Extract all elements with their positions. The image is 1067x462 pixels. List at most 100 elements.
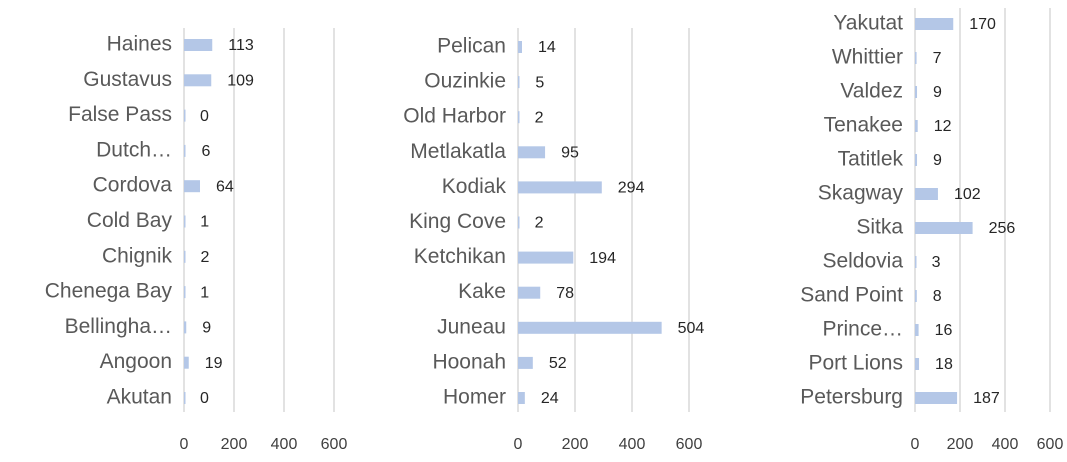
- value-label: 3: [932, 254, 941, 271]
- x-tick-label: 600: [321, 436, 348, 453]
- value-label: 1: [200, 284, 209, 301]
- value-label: 9: [202, 320, 211, 337]
- value-label: 0: [200, 390, 209, 407]
- value-label: 187: [973, 390, 1000, 407]
- bar: [915, 188, 938, 200]
- bar: [184, 74, 212, 87]
- category-label: Chignik: [102, 244, 173, 267]
- category-label: Chenega Bay: [45, 280, 173, 303]
- category-label: Skagway: [818, 182, 904, 205]
- category-label: Ouzinkie: [424, 70, 506, 93]
- value-label: 16: [935, 322, 953, 339]
- bar: [518, 181, 602, 194]
- x-tick-label: 600: [676, 436, 703, 453]
- value-label: 504: [678, 320, 705, 337]
- x-tick-label: 400: [992, 436, 1019, 453]
- value-label: 294: [618, 180, 645, 197]
- bar: [184, 392, 186, 404]
- value-label: 14: [538, 39, 556, 56]
- category-label: Bellingha…: [65, 315, 172, 338]
- x-tick-label: 0: [180, 436, 189, 453]
- bar: [915, 86, 918, 98]
- bar: [518, 321, 662, 334]
- bar: [915, 392, 958, 404]
- category-label: Tatitlek: [838, 148, 904, 171]
- value-label: 1: [200, 214, 209, 231]
- bar: [518, 251, 574, 264]
- value-label: 7: [933, 50, 942, 67]
- category-label: Gustavus: [83, 68, 172, 91]
- value-label: 194: [589, 250, 616, 267]
- bar: [184, 144, 186, 157]
- x-tick-label: 0: [514, 436, 523, 453]
- bar: [915, 52, 917, 64]
- bar: [915, 222, 973, 234]
- bar: [915, 324, 919, 336]
- bar: [915, 290, 917, 302]
- category-label: Whittier: [832, 46, 903, 69]
- category-label: Petersburg: [800, 386, 903, 409]
- x-tick-label: 200: [562, 436, 589, 453]
- value-label: 12: [934, 118, 952, 135]
- category-label: Akutan: [107, 386, 172, 409]
- value-label: 78: [556, 285, 574, 302]
- category-label: Old Harbor: [403, 105, 506, 128]
- x-tick-label: 200: [947, 436, 974, 453]
- category-label: Cordova: [93, 174, 173, 197]
- bar: [518, 41, 522, 53]
- category-label: Sand Point: [800, 284, 903, 307]
- value-label: 5: [535, 74, 544, 91]
- category-label: Kodiak: [442, 175, 507, 198]
- category-label: Sitka: [856, 216, 903, 239]
- value-label: 2: [535, 109, 544, 126]
- category-label: Prince…: [822, 318, 903, 341]
- bar: [184, 356, 189, 369]
- bar: [184, 109, 186, 122]
- value-label: 9: [933, 152, 942, 169]
- value-label: 102: [954, 186, 981, 203]
- category-label: Valdez: [840, 80, 903, 103]
- value-label: 6: [202, 143, 211, 160]
- bar: [184, 321, 187, 334]
- category-label: Ketchikan: [414, 245, 506, 268]
- bar: [518, 216, 520, 229]
- value-label: 52: [549, 355, 567, 372]
- value-label: 0: [200, 108, 209, 125]
- value-label: 2: [201, 249, 210, 266]
- bar: [184, 286, 186, 299]
- bar: [915, 256, 917, 268]
- bar: [915, 18, 954, 30]
- category-label: False Pass: [68, 103, 172, 126]
- value-label: 113: [228, 37, 254, 54]
- category-label: Dutch…: [96, 138, 172, 161]
- category-label: Port Lions: [808, 352, 903, 375]
- x-tick-label: 400: [619, 436, 646, 453]
- value-label: 95: [561, 145, 579, 162]
- bar: [518, 146, 546, 159]
- x-tick-label: 200: [221, 436, 248, 453]
- category-label: Juneau: [437, 315, 506, 338]
- category-label: Hoonah: [432, 350, 506, 373]
- category-label: Seldovia: [822, 250, 903, 273]
- category-label: Yakutat: [833, 12, 903, 35]
- value-label: 256: [989, 220, 1016, 237]
- bar: [915, 120, 918, 132]
- category-label: Metlakatla: [410, 140, 506, 163]
- value-label: 2: [535, 215, 544, 232]
- value-label: 109: [227, 73, 254, 90]
- bar: [518, 76, 520, 89]
- value-label: 9: [933, 84, 942, 101]
- category-label: Tenakee: [824, 114, 903, 137]
- bar: [184, 215, 186, 228]
- value-label: 64: [216, 178, 234, 195]
- bar: [518, 286, 541, 299]
- value-label: 170: [969, 16, 996, 33]
- value-label: 24: [541, 390, 559, 407]
- bar: [184, 39, 213, 51]
- category-label: Homer: [443, 386, 506, 409]
- category-label: Pelican: [437, 35, 506, 58]
- x-tick-label: 0: [911, 436, 920, 453]
- bar: [184, 180, 200, 193]
